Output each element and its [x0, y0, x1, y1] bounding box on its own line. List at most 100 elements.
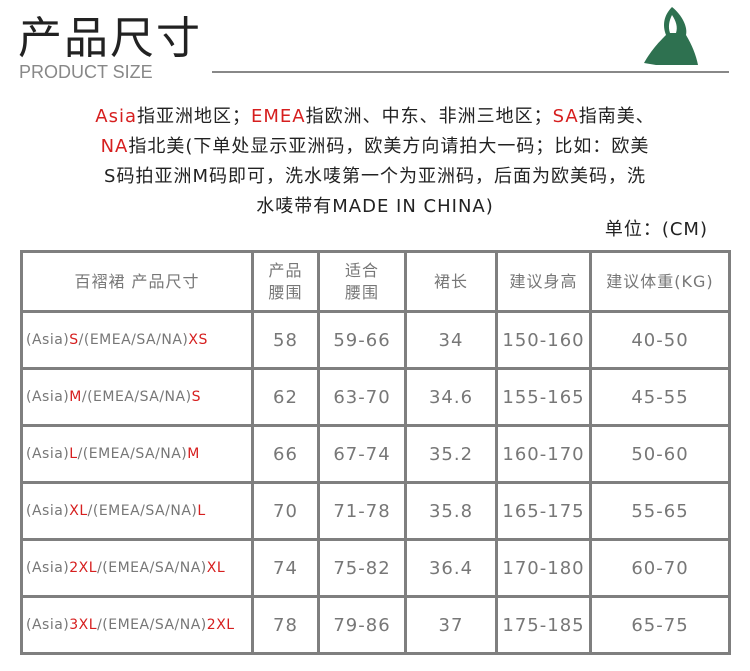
intl-size: 2XL [206, 617, 235, 633]
value-cell: 45-55 [589, 367, 731, 427]
intl-size: S [191, 389, 201, 405]
asia-prefix: (Asia) [26, 560, 70, 576]
intl-size: L [197, 503, 206, 519]
value-cell: 34.6 [404, 367, 498, 427]
size-notes: Asia指亚洲地区；EMEA指欧洲、中东、非洲三地区；SA指南美、 NA指北美(… [40, 102, 710, 222]
value-cell: 74 [251, 538, 320, 598]
asia-size: S [69, 332, 79, 348]
size-table: 百褶裙 产品尺寸 产品 腰围 适合 腰围 裙长 建议身高 建议体重(KG) (Asia)S/(E… [20, 250, 731, 655]
header-text: 适合 [344, 260, 379, 280]
value-cell: 63-70 [317, 367, 407, 427]
value-cell: 35.8 [404, 481, 498, 541]
table-header-row: 百褶裙 产品尺寸 产品 腰围 适合 腰围 裙长 建议身高 建议体重(KG) [20, 250, 731, 313]
header-text: 裙长 [433, 271, 468, 291]
notes-text: 指南美、 [578, 106, 655, 127]
value-cell: 37 [404, 595, 498, 655]
asia-size: M [69, 389, 82, 405]
asia-prefix: (Asia) [26, 389, 70, 405]
table-row: (Asia)L/(EMEA/SA/NA)M 66 67-74 35.2 160-170 5… [20, 424, 731, 484]
header-text: 建议体重(KG) [606, 271, 714, 291]
unit-label: 单位：(CM) [604, 219, 708, 240]
value-cell: 170-180 [495, 538, 592, 598]
asia-prefix: (Asia) [26, 446, 70, 462]
intl-prefix: /(EMEA/SA/NA) [87, 503, 198, 519]
notes-line-4: 水唛带有MADE IN CHINA) [256, 196, 494, 217]
asia-prefix: (Asia) [26, 617, 70, 633]
intl-prefix: /(EMEA/SA/NA) [77, 446, 188, 462]
notes-text: 指北美(下单处显示亚洲码，欧美方向请拍大一码；比如：欧美 [128, 136, 650, 157]
size-cell: (Asia)S/(EMEA/SA/NA)XS [20, 310, 254, 370]
asia-prefix: (Asia) [26, 503, 70, 519]
table-row: (Asia)XL/(EMEA/SA/NA)L 70 71-78 35.8 165-175… [20, 481, 731, 541]
value-cell: 160-170 [495, 424, 592, 484]
value-cell: 150-160 [495, 310, 592, 370]
value-cell: 79-86 [317, 595, 407, 655]
table-row: (Asia)M/(EMEA/SA/NA)S 62 63-70 34.6 155-165 4… [20, 367, 731, 427]
intl-prefix: /(EMEA/SA/NA) [97, 617, 207, 633]
value-cell: 62 [251, 367, 320, 427]
size-cell: (Asia)2XL/(EMEA/SA/NA)XL [20, 538, 254, 598]
value-cell: 58 [251, 310, 320, 370]
value-cell: 78 [251, 595, 320, 655]
header-text: 腰围 [268, 282, 303, 302]
notes-line-3: S码拍亚洲M码即可，洗水唛第一个为亚洲码，后面为欧美码，洗 [104, 166, 646, 187]
value-cell: 175-185 [495, 595, 592, 655]
notes-text: 指亚洲地区； [137, 106, 252, 127]
value-cell: 65-75 [589, 595, 731, 655]
value-cell: 40-50 [589, 310, 731, 370]
header-cell: 建议身高 [495, 250, 592, 313]
value-cell: 60-70 [589, 538, 731, 598]
value-cell: 155-165 [495, 367, 592, 427]
page-title: 产品尺寸 [18, 13, 202, 64]
region-code: Asia [95, 106, 138, 127]
header-cell: 建议体重(KG) [589, 250, 731, 313]
asia-size: L [69, 446, 78, 462]
page-subtitle: PRODUCT SIZE [19, 62, 153, 82]
table-row: (Asia)S/(EMEA/SA/NA)XS 58 59-66 34 150-160 40… [20, 310, 731, 370]
size-cell: (Asia)M/(EMEA/SA/NA)S [20, 367, 254, 427]
notes-line-1: Asia指亚洲地区；EMEA指欧洲、中东、非洲三地区；SA指南美、 [40, 102, 710, 132]
header-text: 产品 [268, 260, 303, 280]
asia-size: XL [69, 503, 88, 519]
asia-size: 2XL [69, 560, 98, 576]
divider [212, 71, 729, 73]
value-cell: 70 [251, 481, 320, 541]
header-cell: 百褶裙 产品尺寸 [20, 250, 254, 313]
header-cell: 裙长 [404, 250, 498, 313]
size-cell: (Asia)3XL/(EMEA/SA/NA)2XL [20, 595, 254, 655]
intl-size: XS [188, 332, 208, 348]
region-code: EMEA [251, 106, 306, 127]
size-cell: (Asia)XL/(EMEA/SA/NA)L [20, 481, 254, 541]
notes-text: 指欧洲、中东、非洲三地区； [305, 106, 553, 127]
value-cell: 55-65 [589, 481, 731, 541]
table-row: (Asia)3XL/(EMEA/SA/NA)2XL 78 79-86 37 175-18… [20, 595, 731, 655]
value-cell: 59-66 [317, 310, 407, 370]
header-text: 建议身高 [509, 271, 578, 291]
value-cell: 36.4 [404, 538, 498, 598]
region-code: SA [552, 106, 579, 127]
size-cell: (Asia)L/(EMEA/SA/NA)M [20, 424, 254, 484]
asia-size: 3XL [69, 617, 98, 633]
intl-prefix: /(EMEA/SA/NA) [78, 332, 189, 348]
value-cell: 34 [404, 310, 498, 370]
intl-size: XL [206, 560, 226, 576]
value-cell: 35.2 [404, 424, 498, 484]
header-text: 腰围 [344, 282, 379, 302]
header-cell: 产品 腰围 [251, 250, 320, 313]
value-cell: 75-82 [317, 538, 407, 598]
header-cell: 适合 腰围 [317, 250, 407, 313]
asia-prefix: (Asia) [26, 332, 70, 348]
intl-prefix: /(EMEA/SA/NA) [81, 389, 192, 405]
yoga-figure-logo [644, 7, 698, 65]
intl-prefix: /(EMEA/SA/NA) [97, 560, 207, 576]
value-cell: 67-74 [317, 424, 407, 484]
value-cell: 165-175 [495, 481, 592, 541]
region-code: NA [100, 136, 129, 157]
intl-size: M [187, 446, 200, 462]
value-cell: 50-60 [589, 424, 731, 484]
header-text: 百褶裙 产品尺寸 [74, 271, 200, 291]
value-cell: 66 [251, 424, 320, 484]
table-row: (Asia)2XL/(EMEA/SA/NA)XL 74 75-82 36.4 170-1… [20, 538, 731, 598]
notes-line-2: NA指北美(下单处显示亚洲码，欧美方向请拍大一码；比如：欧美 [40, 132, 710, 162]
